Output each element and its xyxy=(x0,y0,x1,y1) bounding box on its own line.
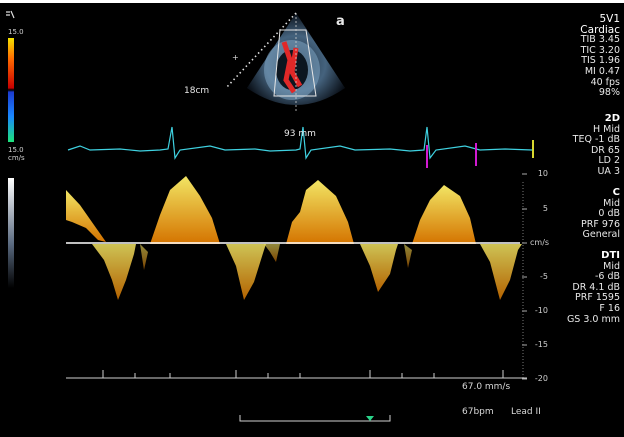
panel-dti-line: Mid xyxy=(603,260,620,272)
sector-width-label: 93 mm xyxy=(284,129,316,139)
time-axis xyxy=(66,370,527,379)
panel-c-line: Mid xyxy=(603,197,620,209)
heart-rate: 67bpm xyxy=(462,407,494,417)
echo-sector-image xyxy=(225,12,345,112)
param-tib: TIB 3.45 xyxy=(580,34,620,46)
panel-dti-line: GS 3.0 mm xyxy=(566,313,620,325)
grayscale-bar xyxy=(8,178,14,288)
panel-c-line: General xyxy=(582,229,620,241)
panel-color: C Mid 0 dB PRF 976 General xyxy=(581,187,620,241)
panel-2d-title: 2D xyxy=(604,113,620,124)
velocity-tick-label: -20 xyxy=(534,374,548,383)
panel-2d: 2D H Mid TEQ -1 dB DR 65 LD 2 UA 3 xyxy=(572,113,620,178)
velocity-tick-label: -5 xyxy=(540,272,548,281)
orientation-marker: a xyxy=(336,14,345,29)
color-velocity-bar xyxy=(8,38,14,142)
sweep-speed: 67.0 mm/s xyxy=(462,382,511,392)
panel-2d-line: TEQ -1 dB xyxy=(572,134,620,146)
svg-text:+: + xyxy=(232,53,239,62)
panel-dti-title: DTI xyxy=(601,250,620,261)
probe-label: 5V1 xyxy=(599,13,620,25)
panel-2d-line: UA 3 xyxy=(597,165,620,177)
color-scale-top: 15.0 xyxy=(8,28,24,36)
param-tic: TIC 3.20 xyxy=(580,44,620,56)
ecg-lead: Lead II xyxy=(511,407,541,417)
velocity-tick-label: -15 xyxy=(534,340,548,349)
velocity-tick-label: 5 xyxy=(542,204,548,213)
panel-c-title: C xyxy=(612,187,620,198)
param-power: 98% xyxy=(598,87,620,99)
color-scale-unit: cm/s xyxy=(8,154,25,162)
panel-dti-line: -6 dB xyxy=(594,271,620,283)
panel-dti: DTI Mid -6 dB DR 4.1 dB PRF 1595 F 16 GS… xyxy=(566,250,620,325)
velocity-unit-label: cm/s xyxy=(530,238,550,247)
ecg-trace xyxy=(67,126,533,160)
panel-dti-line: PRF 1595 xyxy=(575,292,620,304)
param-tis: TIS 1.96 xyxy=(581,55,620,67)
velocity-tick-label: 10 xyxy=(537,169,548,178)
panel-dti-line: F 16 xyxy=(599,302,620,314)
param-mi: MI 0.47 xyxy=(584,65,620,77)
panel-dti-line: DR 4.1 dB xyxy=(572,281,620,293)
param-fps: 40 fps xyxy=(590,76,620,88)
logo-icon xyxy=(6,10,15,19)
panel-2d-line: H Mid xyxy=(592,123,620,135)
velocity-tick-label: -10 xyxy=(534,306,548,315)
panel-2d-line: DR 65 xyxy=(590,144,620,156)
tissue-doppler-spectrum xyxy=(66,176,522,300)
panel-2d-line: LD 2 xyxy=(598,155,620,167)
panel-c-line: 0 dB xyxy=(598,208,620,220)
depth-label: 18cm xyxy=(184,86,210,96)
panel-c-line: PRF 976 xyxy=(581,218,620,230)
preset-label: Cardiac xyxy=(580,23,620,36)
cine-cursor-icon xyxy=(366,416,374,421)
header-params: 5V1 Cardiac TIB 3.45 TIC 3.20 TIS 1.96 M… xyxy=(580,14,620,99)
cine-scrollbar[interactable] xyxy=(239,415,391,422)
color-scale-bottom: 15.0 xyxy=(8,146,24,154)
